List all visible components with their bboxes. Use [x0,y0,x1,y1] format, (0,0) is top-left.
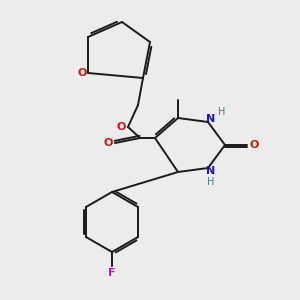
Text: O: O [116,122,126,132]
Text: H: H [207,177,215,187]
Text: H: H [218,107,226,117]
Text: N: N [206,114,216,124]
Text: F: F [108,268,116,278]
Text: O: O [77,68,87,78]
Text: O: O [249,140,259,150]
Text: N: N [206,166,216,176]
Text: O: O [103,138,113,148]
